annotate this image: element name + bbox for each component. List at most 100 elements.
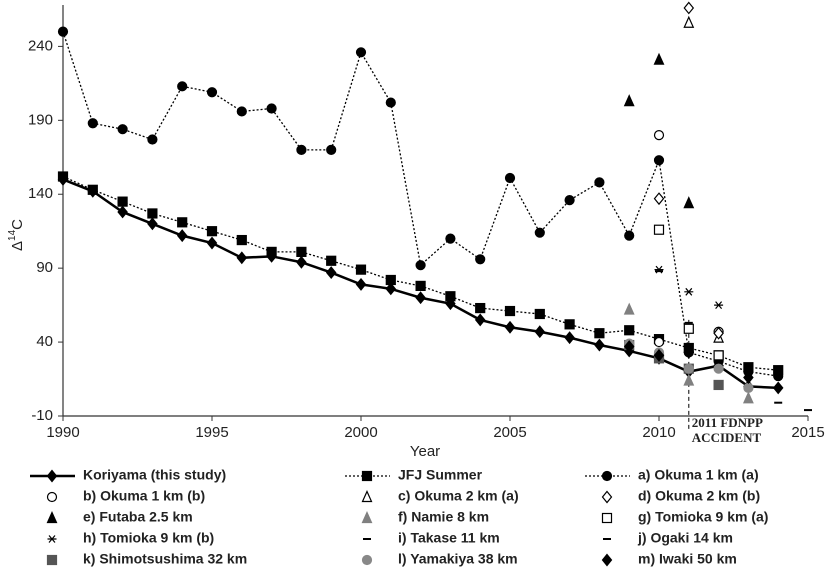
marker xyxy=(683,373,695,386)
marker xyxy=(236,234,247,246)
legend-label: JFJ Summer xyxy=(398,467,483,483)
marker xyxy=(594,177,605,188)
marker xyxy=(385,282,397,296)
marker xyxy=(445,233,456,244)
annotation-text: ACCIDENT xyxy=(692,430,762,445)
marker xyxy=(117,205,128,219)
marker xyxy=(653,130,665,141)
legend-marker xyxy=(46,554,58,566)
y-label-part: Δ xyxy=(9,241,26,251)
marker xyxy=(623,302,635,315)
marker xyxy=(296,246,307,257)
x-tick-label: 1995 xyxy=(195,424,228,441)
series-line xyxy=(62,175,779,371)
x-tick-label: 2015 xyxy=(791,424,824,441)
marker xyxy=(177,217,188,228)
legend-label: c) Okuma 2 km (a) xyxy=(398,488,519,504)
legend-label: h) Tomioka 9 km (b) xyxy=(83,530,214,546)
legend-marker xyxy=(601,553,613,567)
marker xyxy=(594,338,605,352)
legend-label: d) Okuma 2 km (b) xyxy=(638,488,760,504)
y-tick-label: -10 xyxy=(31,407,53,424)
legend-marker xyxy=(46,469,58,483)
marker xyxy=(326,255,337,266)
marker xyxy=(385,97,396,108)
annotation-text: 2011 FDNPP xyxy=(692,415,763,430)
marker xyxy=(57,171,69,182)
marker xyxy=(683,345,695,359)
marker xyxy=(713,326,724,340)
y-tick-label: 240 xyxy=(28,37,53,54)
x-tick-label: 1990 xyxy=(46,424,79,441)
marker xyxy=(594,328,605,339)
marker xyxy=(623,340,635,353)
marker xyxy=(355,277,367,291)
marker xyxy=(713,363,724,374)
marker xyxy=(683,1,695,15)
marker xyxy=(415,260,426,271)
marker xyxy=(683,323,694,334)
marker xyxy=(87,184,98,195)
y-tick-label: 40 xyxy=(36,333,53,350)
marker xyxy=(474,313,486,327)
marker xyxy=(713,379,724,391)
marker xyxy=(653,192,665,206)
marker xyxy=(147,134,158,145)
marker xyxy=(624,230,635,241)
marker xyxy=(624,325,635,336)
marker xyxy=(653,348,665,362)
legend-marker xyxy=(361,554,373,566)
marker xyxy=(355,47,367,58)
legend-marker xyxy=(601,512,613,524)
marker xyxy=(57,26,69,37)
marker xyxy=(683,196,695,209)
marker xyxy=(653,336,665,348)
marker xyxy=(623,94,635,107)
marker xyxy=(504,320,516,334)
y-label-part: 14 xyxy=(7,229,18,241)
marker xyxy=(564,331,575,345)
marker xyxy=(147,217,158,231)
marker xyxy=(653,224,665,235)
legend-label: k) Shimotsushima 32 km xyxy=(83,551,247,567)
marker xyxy=(445,291,456,302)
marker xyxy=(296,255,307,269)
marker xyxy=(564,319,575,330)
marker xyxy=(296,144,307,155)
marker xyxy=(415,280,426,291)
marker xyxy=(504,305,516,317)
x-tick-label: 2005 xyxy=(493,424,526,441)
legend-marker xyxy=(361,490,373,503)
marker xyxy=(772,381,784,395)
marker xyxy=(653,155,665,166)
marker xyxy=(534,227,545,238)
legend-marker xyxy=(46,511,58,524)
marker xyxy=(385,274,396,286)
series-line xyxy=(62,31,779,377)
marker xyxy=(236,106,247,117)
marker xyxy=(742,391,754,404)
marker xyxy=(475,254,486,265)
marker xyxy=(325,266,337,280)
x-tick-label: 2010 xyxy=(642,424,675,441)
marker xyxy=(236,251,248,265)
marker xyxy=(475,302,486,314)
legend-marker xyxy=(361,470,373,482)
marker xyxy=(504,172,516,184)
marker xyxy=(534,308,545,320)
legend-label: Koriyama (this study) xyxy=(83,467,226,483)
marker xyxy=(206,236,218,250)
marker xyxy=(117,196,128,207)
marker xyxy=(206,87,218,98)
marker xyxy=(176,229,188,243)
legend-marker xyxy=(46,491,58,503)
legend-label: f) Namie 8 km xyxy=(398,509,489,525)
y-axis-label: Δ14C xyxy=(7,219,26,251)
marker xyxy=(684,287,694,296)
marker xyxy=(266,103,277,114)
marker xyxy=(743,371,754,385)
x-axis-label: Year xyxy=(410,443,440,460)
y-tick-label: 90 xyxy=(36,259,53,276)
legend-label: b) Okuma 1 km (b) xyxy=(83,488,205,504)
